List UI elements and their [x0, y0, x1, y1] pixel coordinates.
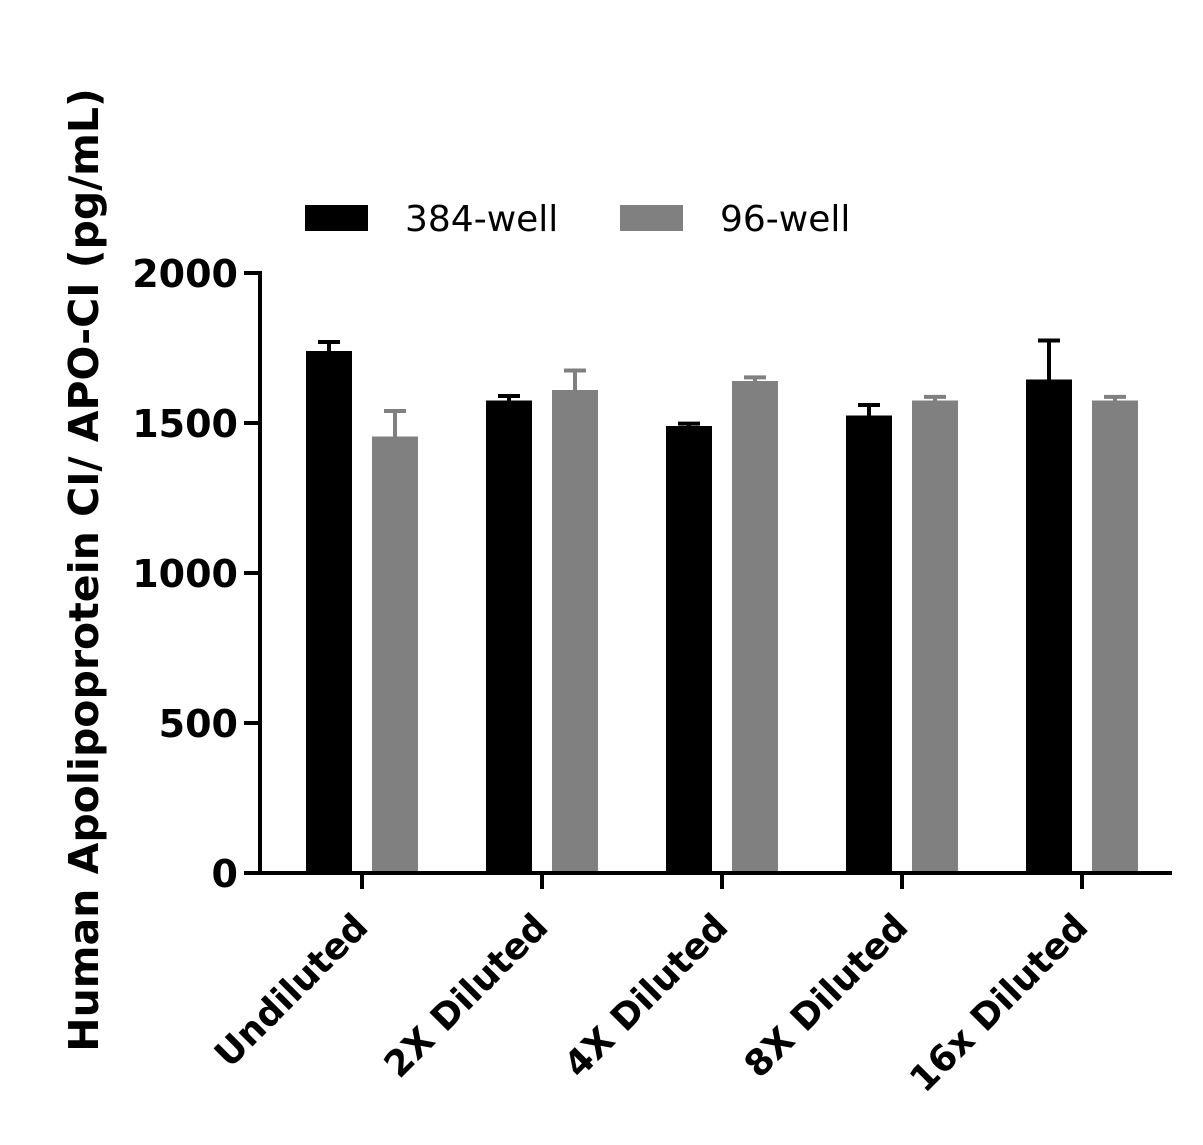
x-axis: Undiluted 2X Diluted 4X Diluted 8X Diluted1… [207, 871, 1172, 1100]
bar-96-well-4 [1092, 400, 1138, 873]
bar-384-well-1 [486, 400, 532, 873]
error-bar-384-well-2 [678, 421, 700, 426]
error-bar-96-well-1 [564, 368, 586, 390]
bar-96-well-2 [732, 381, 778, 873]
bar-96-well-3 [912, 400, 958, 873]
x-tick-label: Undiluted [207, 906, 376, 1075]
legend-swatch [620, 205, 683, 231]
error-bar-384-well-1 [498, 394, 520, 401]
y-tick-label: 2000 [132, 252, 238, 296]
y-tick-label: 0 [212, 852, 238, 896]
bar-384-well-4 [1026, 379, 1072, 873]
legend-swatch [305, 205, 368, 231]
bar-96-well-0 [372, 436, 418, 873]
error-bar-96-well-2 [744, 375, 766, 381]
x-tick-label: 2X Diluted [377, 906, 557, 1086]
y-tick-label: 1500 [132, 402, 238, 446]
bars [306, 351, 1138, 873]
error-bar-384-well-4 [1038, 338, 1060, 380]
y-tick-label: 500 [159, 702, 238, 746]
error-bar-384-well-0 [318, 340, 340, 351]
legend-item-384-well: 384-well [305, 199, 558, 240]
legend-label: 384-well [405, 199, 558, 240]
bar-96-well-1 [552, 390, 598, 873]
x-tick-label: 16x Diluted [902, 906, 1096, 1100]
legend-item-96-well: 96-well [620, 199, 850, 240]
y-axis: 0 500 1000 1500 2000 [132, 252, 262, 896]
bar-384-well-2 [666, 426, 712, 873]
error-bars [318, 338, 1126, 437]
legend: 384-well 96-well [305, 199, 850, 240]
x-tick-label: 8X Diluted [737, 906, 917, 1086]
error-bar-96-well-0 [384, 409, 406, 437]
error-bar-384-well-3 [858, 403, 880, 416]
error-bar-96-well-3 [924, 394, 946, 401]
error-bar-96-well-4 [1104, 394, 1126, 401]
y-axis-label: Human Apolipoprotein CI/ APO-CI (pg/mL) [60, 88, 108, 1052]
y-tick-label: 1000 [132, 552, 238, 596]
legend-label: 96-well [720, 199, 850, 240]
x-tick-label: 4X Diluted [557, 906, 737, 1086]
bar-384-well-3 [846, 415, 892, 873]
bar-384-well-0 [306, 351, 352, 873]
